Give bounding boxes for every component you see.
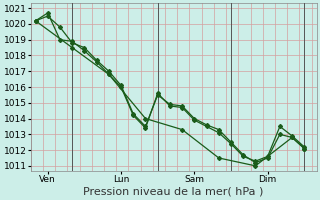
X-axis label: Pression niveau de la mer( hPa ): Pression niveau de la mer( hPa ) (84, 187, 264, 197)
